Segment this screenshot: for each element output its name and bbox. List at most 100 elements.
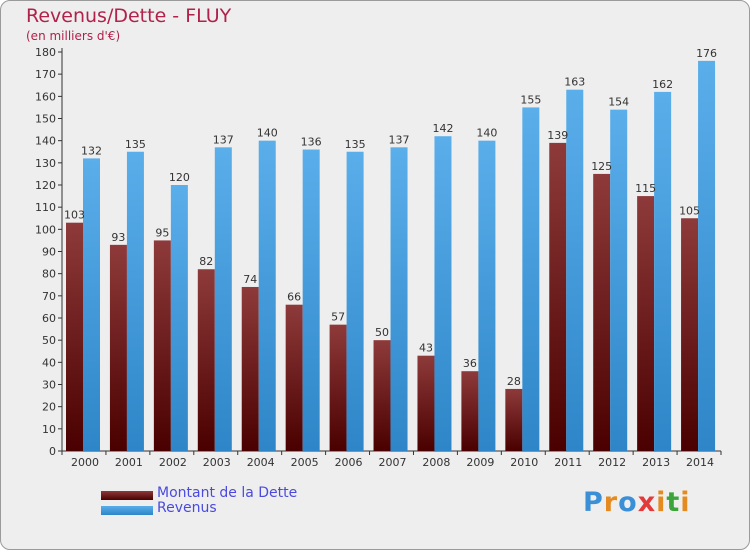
data-label-revenus: 163 — [564, 76, 585, 89]
data-label-revenus: 155 — [520, 93, 541, 106]
bar-revenus — [610, 109, 628, 451]
x-tick-label: 2013 — [642, 456, 670, 469]
data-label-revenus: 135 — [125, 138, 146, 151]
data-label-dette: 66 — [287, 291, 301, 304]
bar-dette — [285, 304, 303, 451]
bar-dette — [66, 222, 83, 451]
y-tick-label: 130 — [35, 157, 56, 170]
bar-revenus — [478, 140, 496, 451]
data-label-dette: 50 — [375, 326, 389, 339]
logo-letter: t — [666, 487, 681, 518]
data-label-dette: 28 — [507, 375, 521, 388]
x-tick-label: 2003 — [203, 456, 231, 469]
data-label-dette: 139 — [547, 129, 568, 142]
data-label-revenus: 137 — [389, 133, 410, 146]
bar-revenus — [698, 60, 716, 451]
y-tick-label: 110 — [35, 201, 56, 214]
data-label-revenus: 135 — [345, 138, 366, 151]
bar-revenus — [83, 158, 100, 451]
data-label-revenus: 137 — [213, 133, 234, 146]
y-tick-label: 150 — [35, 113, 56, 126]
data-label-dette: 93 — [111, 231, 125, 244]
x-tick-label: 2001 — [115, 456, 143, 469]
x-tick-label: 2002 — [159, 456, 187, 469]
y-tick-label: 80 — [42, 268, 56, 281]
bar-revenus — [522, 107, 540, 452]
y-tick-label: 50 — [42, 334, 56, 347]
legend-swatch-revenus — [101, 506, 153, 515]
bar-dette — [593, 173, 611, 451]
bar-revenus — [258, 140, 276, 451]
y-tick-label: 60 — [42, 312, 56, 325]
y-tick-label: 30 — [42, 379, 56, 392]
legend-label-dette: Montant de la Dette — [157, 485, 298, 501]
y-tick-label: 90 — [42, 246, 56, 259]
y-tick-label: 170 — [35, 68, 56, 81]
bar-dette — [153, 240, 171, 451]
x-tick-label: 2010 — [510, 456, 538, 469]
data-label-revenus: 136 — [301, 136, 322, 149]
data-label-dette: 125 — [591, 160, 612, 173]
bar-dette — [417, 355, 435, 451]
data-label-dette: 57 — [331, 311, 345, 324]
data-label-dette: 36 — [463, 357, 477, 370]
y-tick-label: 70 — [42, 290, 56, 303]
data-label-revenus: 140 — [476, 127, 497, 140]
y-tick-label: 100 — [35, 223, 56, 236]
logo-letter: r — [603, 487, 619, 518]
data-label-dette: 74 — [243, 273, 257, 286]
y-tick-label: 40 — [42, 356, 56, 369]
logo-letter: x — [637, 487, 657, 518]
data-label-dette: 95 — [155, 226, 169, 239]
y-tick-label: 140 — [35, 135, 56, 148]
bar-revenus — [346, 151, 364, 451]
bar-revenus — [170, 185, 188, 451]
x-tick-label: 2008 — [422, 456, 450, 469]
x-tick-label: 2004 — [247, 456, 275, 469]
logo-letter: i — [680, 487, 691, 518]
bar-revenus — [126, 151, 144, 451]
y-tick-label: 180 — [35, 46, 56, 59]
bar-revenus — [302, 149, 320, 452]
proxiti-logo: Proxiti — [583, 487, 691, 518]
chart-title: Revenus/Dette - FLUY — [26, 5, 232, 27]
data-label-dette: 43 — [419, 342, 433, 355]
x-tick-label: 2000 — [71, 456, 99, 469]
bar-dette — [637, 196, 655, 451]
x-tick-label: 2011 — [554, 456, 582, 469]
x-tick-label: 2009 — [466, 456, 494, 469]
bar-dette — [461, 371, 479, 451]
y-tick-label: 20 — [42, 401, 56, 414]
bar-dette — [329, 324, 347, 451]
bar-dette — [241, 286, 259, 451]
data-label-dette: 103 — [64, 209, 85, 222]
data-label-revenus: 140 — [257, 127, 278, 140]
data-label-dette: 82 — [199, 255, 213, 268]
data-label-revenus: 176 — [696, 47, 717, 60]
y-tick-label: 0 — [49, 445, 56, 458]
bar-dette — [109, 244, 127, 451]
data-label-revenus: 120 — [169, 171, 190, 184]
bar-revenus — [214, 147, 232, 452]
legend-label-revenus: Revenus — [157, 500, 217, 516]
x-tick-label: 2006 — [335, 456, 363, 469]
x-tick-label: 2005 — [291, 456, 319, 469]
logo-letter: i — [656, 487, 667, 518]
chart-subtitle: (en milliers d'€) — [26, 29, 121, 43]
bar-dette — [197, 269, 215, 451]
data-label-revenus: 142 — [432, 122, 453, 135]
bar-dette — [549, 142, 567, 451]
x-tick-label: 2012 — [598, 456, 626, 469]
data-label-revenus: 162 — [652, 78, 673, 91]
data-label-revenus: 132 — [81, 144, 102, 157]
bar-revenus — [566, 89, 584, 451]
bar-dette — [373, 340, 391, 451]
bar-revenus — [654, 91, 672, 452]
y-tick-label: 160 — [35, 90, 56, 103]
y-tick-label: 10 — [42, 423, 56, 436]
logo-letter: P — [583, 487, 604, 518]
legend-swatch-dette — [101, 491, 153, 500]
data-label-dette: 115 — [635, 182, 656, 195]
